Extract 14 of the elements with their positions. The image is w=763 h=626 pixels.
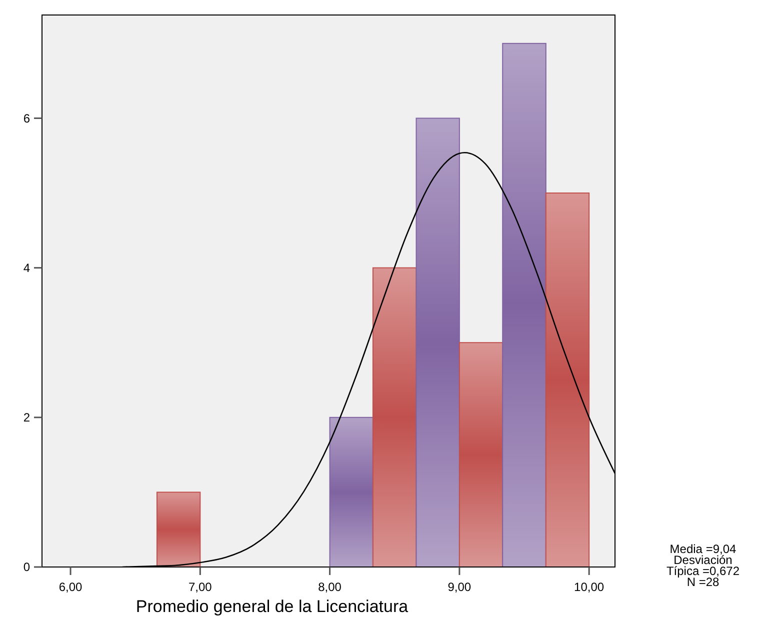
x-tick-label: 6,00 bbox=[58, 580, 83, 594]
y-tick-label: 0 bbox=[23, 560, 30, 574]
x-tick-label: 7,00 bbox=[188, 580, 212, 594]
y-tick-label: 2 bbox=[23, 410, 30, 425]
x-tick-label: 8,00 bbox=[318, 580, 342, 594]
text: Típica =0,672 bbox=[666, 564, 740, 578]
x-tick-label: 9,00 bbox=[448, 580, 472, 594]
text: N =28 bbox=[686, 575, 720, 589]
text: Media =9,04 bbox=[670, 542, 737, 556]
y-tick-label: 4 bbox=[23, 261, 30, 276]
x-tick-label: 10,00 bbox=[574, 580, 604, 594]
x-axis-title: Promedio general de la Licenciatura bbox=[136, 597, 409, 616]
text: Desviación bbox=[674, 553, 732, 567]
y-tick-label: 6 bbox=[23, 111, 30, 126]
